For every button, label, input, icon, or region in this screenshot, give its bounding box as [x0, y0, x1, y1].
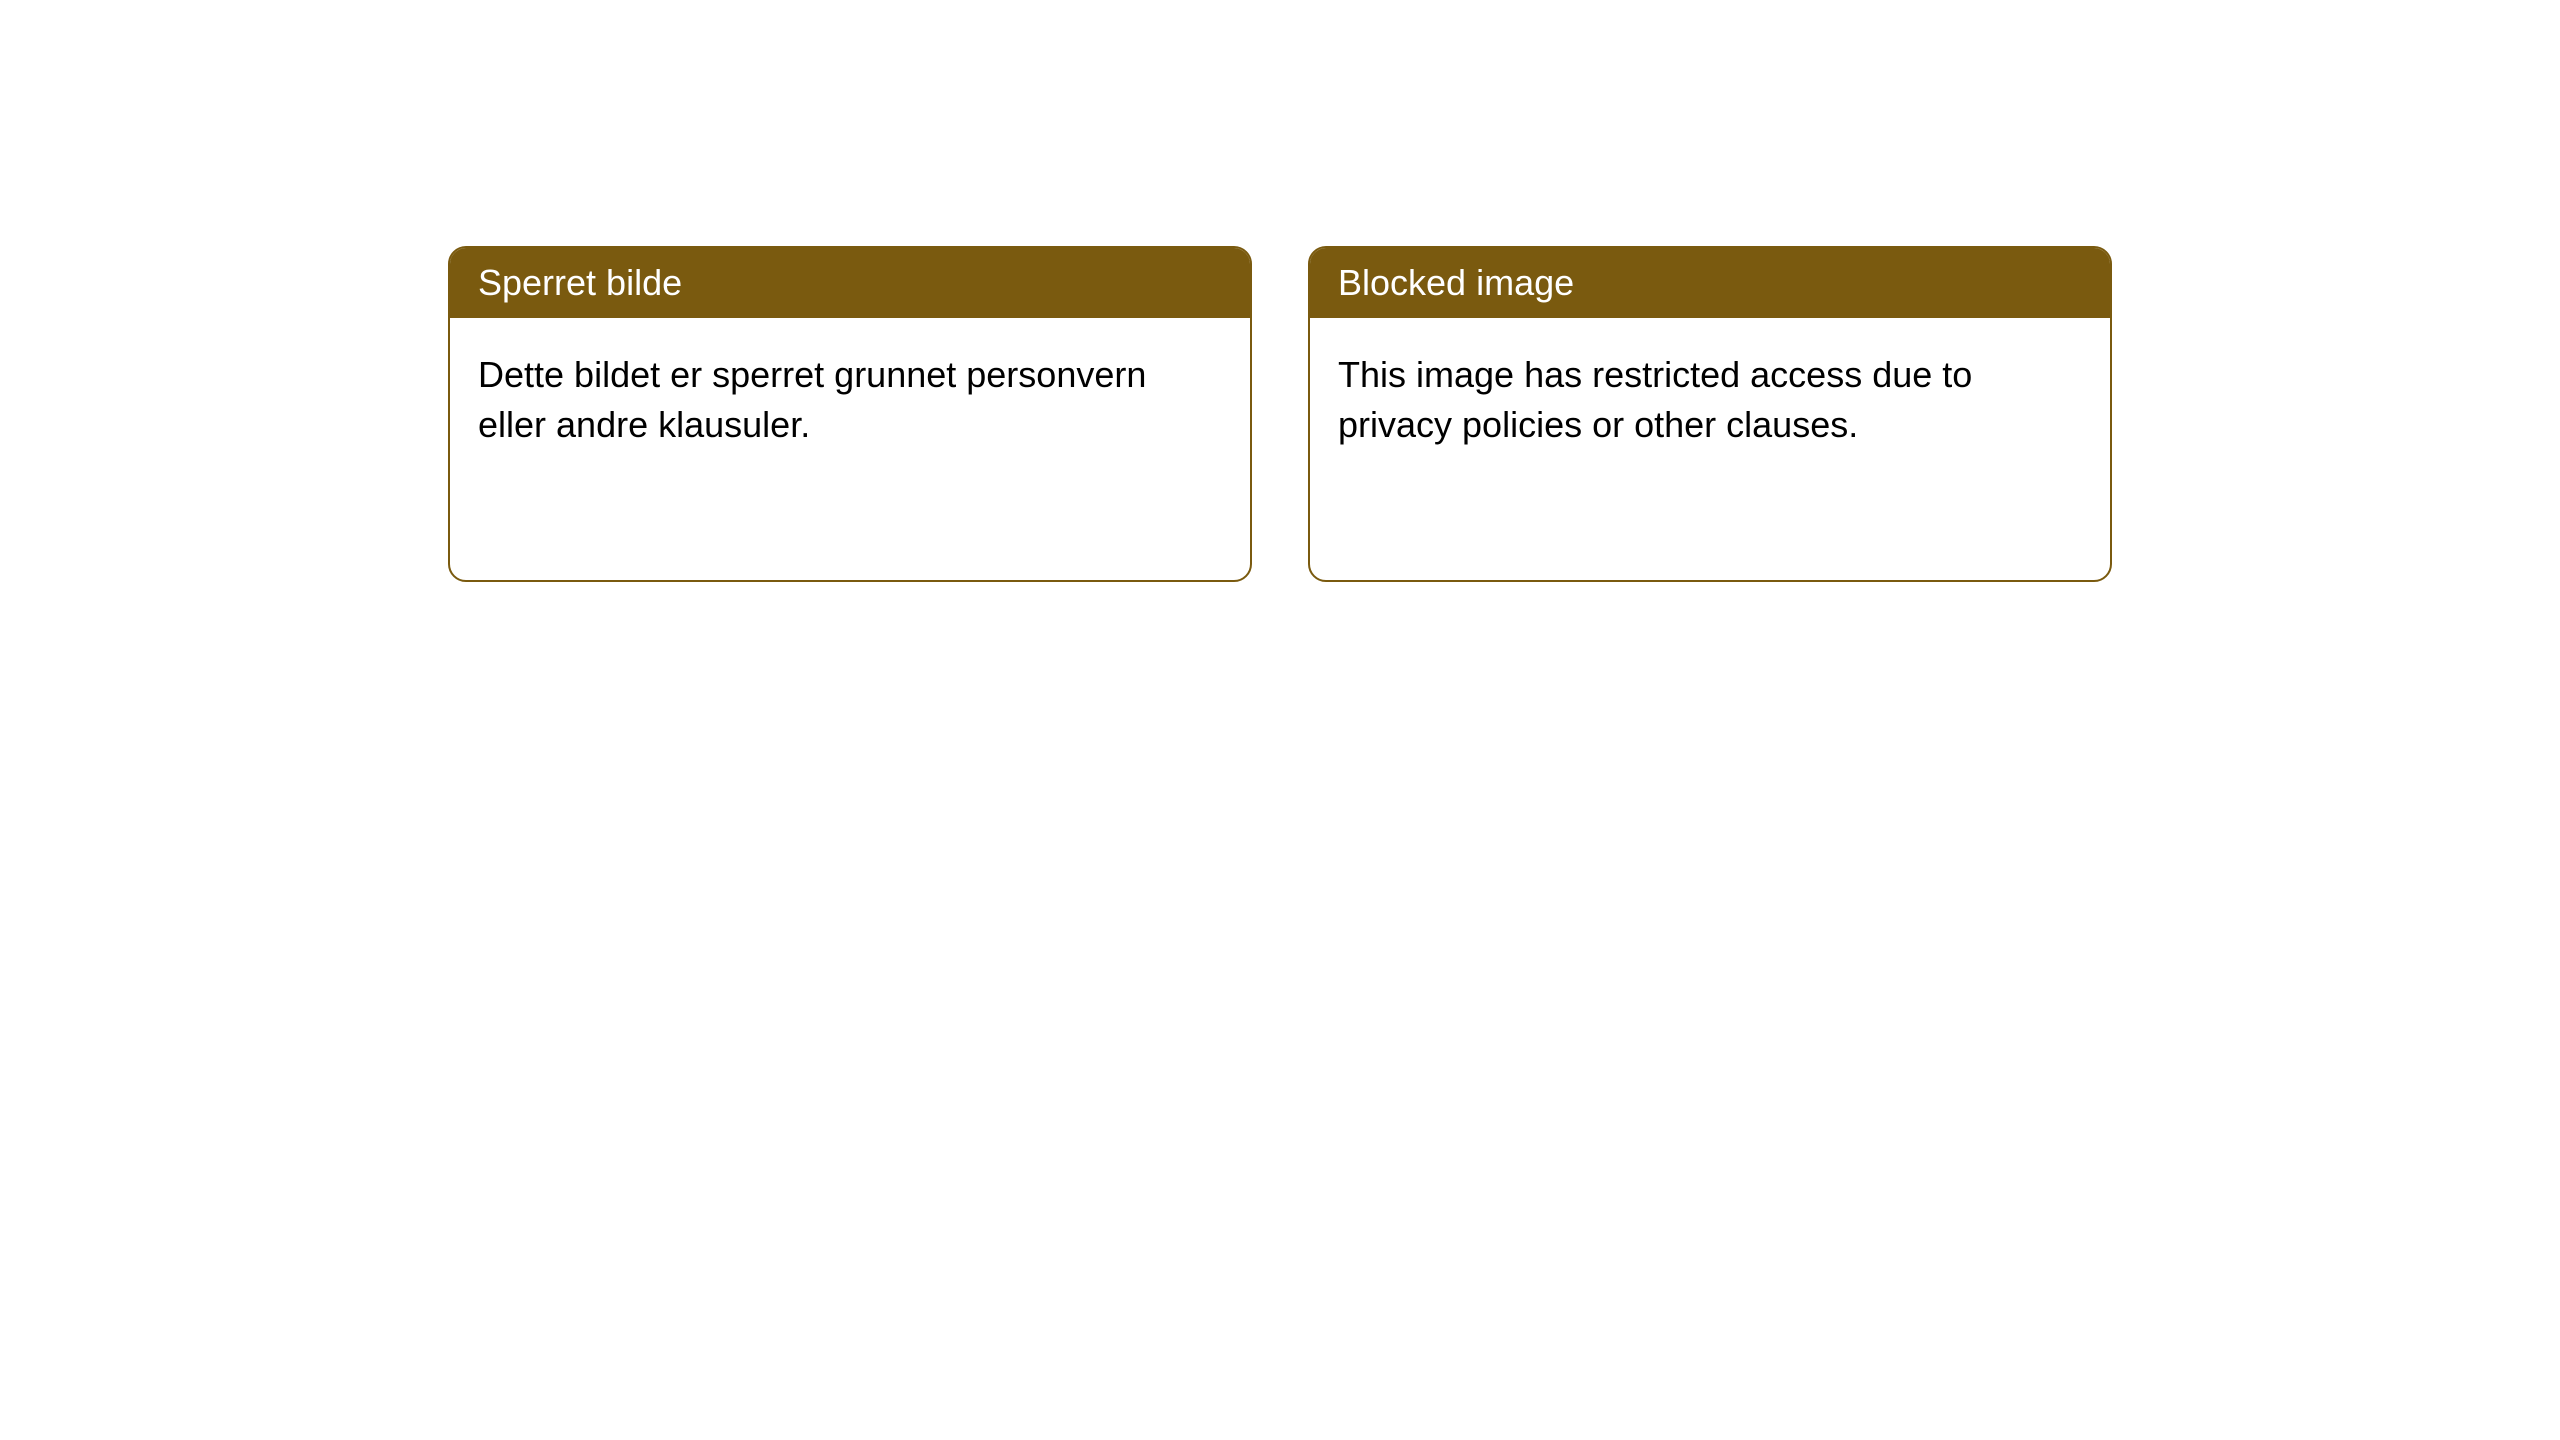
card-header-en: Blocked image [1310, 248, 2110, 318]
card-header-text: Sperret bilde [478, 262, 682, 303]
card-header-text: Blocked image [1338, 262, 1574, 303]
notice-container: Sperret bilde Dette bildet er sperret gr… [448, 246, 2112, 1440]
blocked-image-card-no: Sperret bilde Dette bildet er sperret gr… [448, 246, 1252, 582]
card-body-text: This image has restricted access due to … [1338, 354, 1972, 445]
card-header-no: Sperret bilde [450, 248, 1250, 318]
card-body-en: This image has restricted access due to … [1310, 318, 2110, 483]
card-body-text: Dette bildet er sperret grunnet personve… [478, 354, 1146, 445]
blocked-image-card-en: Blocked image This image has restricted … [1308, 246, 2112, 582]
card-body-no: Dette bildet er sperret grunnet personve… [450, 318, 1250, 483]
